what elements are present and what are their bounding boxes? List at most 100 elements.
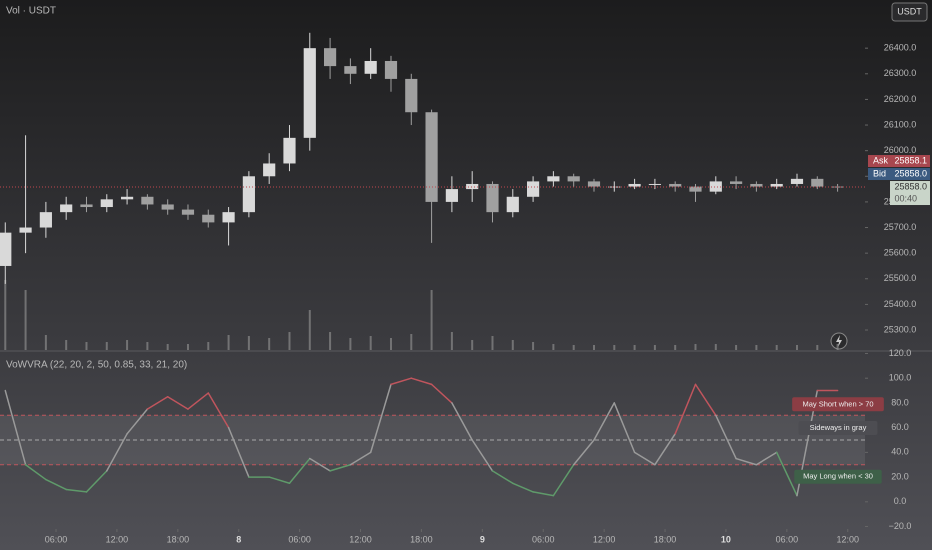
oscillator-segment xyxy=(106,433,128,472)
x-tick-label: 12:00 xyxy=(836,534,859,544)
oscillator-segment xyxy=(207,392,230,429)
oscillator-segment xyxy=(166,395,189,410)
y-tick-label: 120.0 xyxy=(889,348,912,358)
oscillator-segment xyxy=(593,402,616,441)
volume-bar xyxy=(227,335,230,350)
quote-box xyxy=(868,168,930,181)
volume-bar xyxy=(85,342,88,350)
volume-bar xyxy=(511,340,514,350)
x-tick-label: 18:00 xyxy=(410,534,433,544)
x-tick-label: 12:00 xyxy=(349,534,372,544)
volume-bar xyxy=(166,344,169,350)
volume-bar xyxy=(795,345,798,350)
volume-bar xyxy=(552,344,555,350)
oscillator-segment xyxy=(349,451,372,466)
oscillator-segment xyxy=(613,402,636,454)
y-tick-label: 25300.0 xyxy=(884,324,917,334)
candle-body xyxy=(587,181,601,187)
oscillator-segment xyxy=(309,457,331,472)
volume-bar xyxy=(491,336,494,350)
x-tick-label: 10 xyxy=(721,534,731,544)
oscillator-segment xyxy=(4,389,27,466)
x-tick-label: 12:00 xyxy=(106,534,129,544)
candle-body xyxy=(263,163,276,177)
candle-body xyxy=(364,60,377,74)
y-tick-label: 25700.0 xyxy=(884,222,917,232)
oscillator-segment xyxy=(187,392,210,410)
volume-bar xyxy=(430,290,433,350)
oscillator-segment xyxy=(329,463,352,472)
y-tick-label: 26300.0 xyxy=(884,68,917,78)
volume-bar xyxy=(775,345,778,350)
x-tick-label: 12:00 xyxy=(593,534,616,544)
x-tick-label: 06:00 xyxy=(776,534,799,544)
quote-name: Bid xyxy=(873,168,886,178)
x-tick-label: 18:00 xyxy=(654,534,677,544)
oscillator-segment xyxy=(674,383,697,435)
volume-bar xyxy=(186,344,189,350)
oscillator-segment xyxy=(451,402,473,441)
y-tick-label: 26100.0 xyxy=(884,119,917,129)
candle-body xyxy=(608,186,621,188)
y-tick-label: 0.0 xyxy=(894,496,907,506)
volume-bar xyxy=(471,340,474,350)
volume-bar xyxy=(816,345,819,350)
candle-body xyxy=(323,48,337,67)
header-label: Vol · USDT xyxy=(6,6,56,17)
oscillator-segment xyxy=(694,383,717,417)
volume-bar xyxy=(349,338,352,350)
volume-bar xyxy=(44,335,47,350)
currency-button-label[interactable]: USDT xyxy=(897,6,922,16)
x-tick-label: 06:00 xyxy=(45,534,68,544)
oscillator-segment xyxy=(45,478,67,491)
quote-box xyxy=(868,155,930,168)
oscillator-segment xyxy=(552,463,575,497)
candle-body xyxy=(628,183,641,187)
y-tick-label: 40.0 xyxy=(891,447,909,457)
y-tick-label: −20.0 xyxy=(889,521,912,531)
candle-body xyxy=(445,189,458,202)
volume-bar xyxy=(674,345,677,350)
indicator-title: VoWVRA (22, 20, 2, 50, 0.85, 33, 21, 20) xyxy=(6,360,187,371)
candle-body xyxy=(506,196,519,213)
oscillator-segment xyxy=(735,457,758,466)
candle-body xyxy=(39,212,52,228)
x-tick-label: 18:00 xyxy=(167,534,190,544)
candle-body xyxy=(161,204,174,210)
x-tick-label: 8 xyxy=(236,534,241,544)
annotation: May Long when < 30 xyxy=(803,472,873,481)
y-tick-label: 25400.0 xyxy=(884,299,917,309)
oscillator-segment xyxy=(430,383,453,404)
oscillator-segment xyxy=(654,433,676,466)
volume-bar xyxy=(450,332,453,350)
candle-body xyxy=(648,183,661,185)
sideways-band xyxy=(0,415,865,465)
candle-body xyxy=(120,196,134,200)
candle-body xyxy=(100,199,113,208)
candle-body xyxy=(60,204,73,213)
volume-bar xyxy=(532,342,535,350)
quote-value: 25858.0 xyxy=(894,168,927,178)
annotation-box xyxy=(798,421,878,435)
candle-body xyxy=(19,227,32,233)
volume-bar xyxy=(24,290,27,350)
volume-bar xyxy=(755,345,758,350)
volume-bar xyxy=(694,344,697,350)
volume-bar xyxy=(369,336,372,350)
candle-body xyxy=(547,176,560,182)
oscillator-segment xyxy=(532,491,555,497)
last-price: 25858.0 xyxy=(894,181,927,191)
candle-body xyxy=(770,183,783,187)
candle-body xyxy=(344,66,357,74)
oscillator-segment xyxy=(633,451,656,466)
currency-button[interactable] xyxy=(891,2,928,22)
volume-bar xyxy=(288,332,291,350)
candle-body xyxy=(283,137,296,164)
candle-body xyxy=(567,176,580,182)
volume-bar xyxy=(247,336,250,350)
x-tick-label: 06:00 xyxy=(532,534,555,544)
oscillator-segment xyxy=(715,414,737,460)
volume-bar xyxy=(207,342,210,350)
